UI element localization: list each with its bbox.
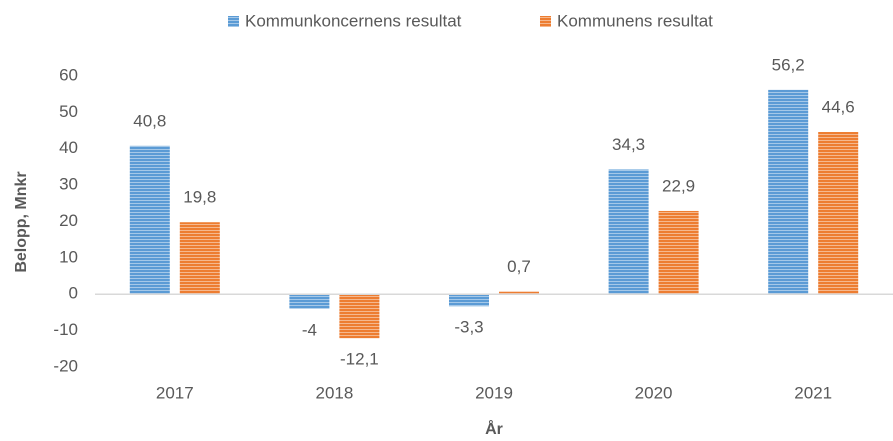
x-tick-label: 2020 — [635, 383, 673, 402]
legend-label: Kommunens resultat — [557, 11, 713, 30]
y-axis-title: Belopp, Mnkr — [13, 171, 30, 272]
bar — [179, 222, 220, 295]
value-label: 22,9 — [662, 176, 695, 195]
bar — [449, 294, 489, 307]
value-label: -3,3 — [454, 318, 483, 337]
bar — [608, 169, 649, 295]
legend-swatch — [228, 16, 239, 27]
value-label: 0,7 — [507, 257, 531, 276]
y-tick-label: 20 — [59, 211, 78, 230]
value-label: 44,6 — [822, 98, 855, 117]
y-tick-label: -20 — [53, 356, 78, 375]
y-tick-label: -10 — [53, 320, 78, 339]
x-axis-title: År — [485, 419, 503, 438]
x-tick-label: 2019 — [475, 383, 513, 402]
value-label: 56,2 — [772, 55, 805, 74]
y-tick-label: 30 — [59, 175, 78, 194]
bar — [339, 294, 380, 339]
y-tick-label: 60 — [59, 65, 78, 84]
bar — [289, 294, 330, 309]
legend-label: Kommunkoncernens resultat — [245, 11, 462, 30]
y-tick-label: 10 — [59, 247, 78, 266]
legend-swatch — [540, 16, 551, 27]
bar — [129, 145, 170, 295]
x-tick-label: 2018 — [315, 383, 353, 402]
y-tick-label: 0 — [69, 284, 78, 303]
bar — [499, 291, 539, 295]
y-tick-label: 40 — [59, 138, 78, 157]
value-label: -4 — [302, 320, 317, 339]
value-label: 19,8 — [183, 188, 216, 207]
x-tick-label: 2021 — [794, 383, 832, 402]
value-label: 40,8 — [133, 111, 166, 130]
y-tick-label: 50 — [59, 102, 78, 121]
bar — [658, 210, 699, 295]
value-label: 34,3 — [612, 135, 645, 154]
bar — [768, 89, 809, 295]
bar — [818, 132, 859, 295]
x-tick-label: 2017 — [156, 383, 194, 402]
value-label: -12,1 — [340, 350, 379, 369]
